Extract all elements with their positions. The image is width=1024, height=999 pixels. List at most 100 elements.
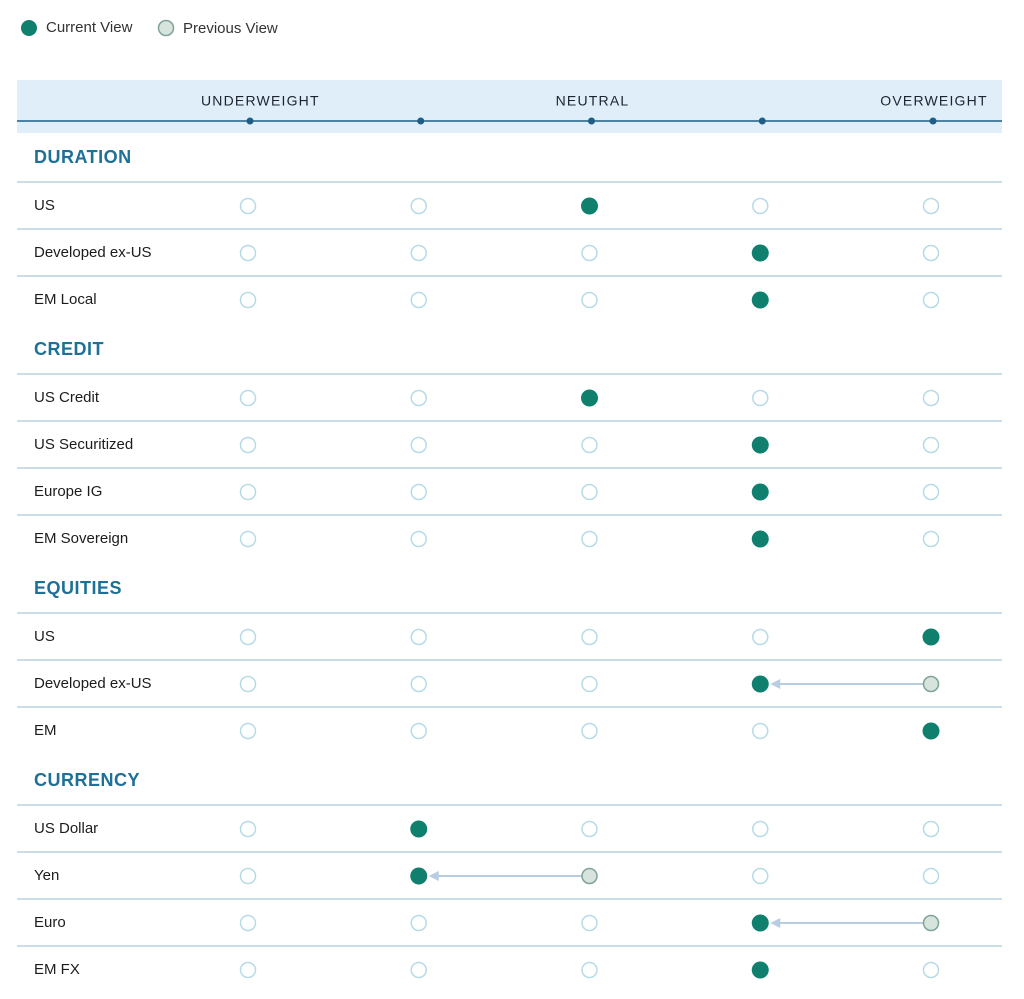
- empty-slot: [581, 244, 598, 262]
- empty-slot: [410, 197, 427, 215]
- legend-previous-dot: [157, 19, 175, 37]
- empty-slot: [239, 291, 257, 309]
- empty-slot: [581, 961, 598, 979]
- arrow-head: [770, 918, 781, 928]
- empty-slot: [922, 867, 940, 885]
- row-label: EM Local: [34, 291, 97, 308]
- scale-tick: [246, 117, 254, 125]
- header-band: [17, 80, 1002, 133]
- empty-slot: [239, 914, 257, 932]
- empty-slot: [752, 197, 769, 215]
- section-title: CURRENCY: [34, 770, 140, 790]
- row-label: Developed ex-US: [34, 244, 152, 261]
- empty-slot: [752, 820, 769, 838]
- empty-slot: [922, 197, 940, 215]
- current-view: [751, 530, 769, 548]
- current-view: [751, 961, 769, 979]
- legend-current: Current View: [46, 19, 133, 36]
- empty-slot: [410, 244, 427, 262]
- current-view: [751, 483, 769, 501]
- empty-slot: [581, 628, 598, 646]
- row-label: EM: [34, 722, 57, 739]
- empty-slot: [239, 389, 257, 407]
- empty-slot: [410, 914, 427, 932]
- current-view: [922, 628, 940, 646]
- empty-slot: [239, 483, 257, 501]
- arrow-head: [770, 679, 781, 689]
- current-view: [751, 675, 769, 693]
- empty-slot: [239, 722, 257, 740]
- empty-slot: [581, 530, 598, 548]
- scale-label: NEUTRAL: [556, 93, 630, 109]
- current-view: [581, 197, 598, 215]
- current-view: [751, 244, 769, 262]
- current-view: [751, 914, 769, 932]
- empty-slot: [239, 820, 257, 838]
- empty-slot: [239, 244, 257, 262]
- empty-slot: [239, 436, 257, 454]
- row-label: US: [34, 197, 55, 214]
- empty-slot: [922, 436, 940, 454]
- empty-slot: [752, 389, 769, 407]
- empty-slot: [410, 722, 427, 740]
- empty-slot: [410, 675, 427, 693]
- section-title: EQUITIES: [34, 578, 122, 598]
- empty-slot: [239, 675, 257, 693]
- empty-slot: [410, 483, 427, 501]
- empty-slot: [752, 628, 769, 646]
- row-label: EM Sovereign: [34, 530, 128, 547]
- empty-slot: [410, 389, 427, 407]
- empty-slot: [922, 291, 940, 309]
- row-label: Yen: [34, 867, 59, 884]
- empty-slot: [581, 675, 598, 693]
- row-label: Europe IG: [34, 483, 102, 500]
- empty-slot: [581, 436, 598, 454]
- scale-tick: [417, 117, 425, 125]
- previous-view: [922, 675, 940, 693]
- empty-slot: [922, 961, 940, 979]
- section-title: DURATION: [34, 147, 132, 167]
- current-view: [410, 867, 428, 885]
- empty-slot: [922, 483, 940, 501]
- empty-slot: [922, 530, 940, 548]
- row-label: US: [34, 628, 55, 645]
- empty-slot: [581, 483, 598, 501]
- row-label: US Securitized: [34, 436, 133, 453]
- row-label: US Credit: [34, 389, 100, 406]
- arrow-head: [428, 871, 439, 881]
- empty-slot: [239, 197, 257, 215]
- current-view: [751, 291, 769, 309]
- scale-label: OVERWEIGHT: [880, 93, 987, 109]
- empty-slot: [581, 291, 598, 309]
- empty-slot: [410, 436, 427, 454]
- empty-slot: [752, 722, 769, 740]
- previous-view: [922, 914, 940, 932]
- current-view: [751, 436, 769, 454]
- scale-label: UNDERWEIGHT: [201, 93, 320, 109]
- empty-slot: [410, 291, 427, 309]
- empty-slot: [922, 244, 940, 262]
- empty-slot: [922, 389, 940, 407]
- row-label: Developed ex-US: [34, 675, 152, 692]
- current-view: [922, 722, 940, 740]
- empty-slot: [581, 820, 598, 838]
- scale-tick: [588, 117, 595, 125]
- scale-tick: [929, 117, 937, 125]
- empty-slot: [410, 530, 427, 548]
- legend-current-dot: [21, 20, 37, 36]
- empty-slot: [752, 867, 769, 885]
- empty-slot: [239, 867, 257, 885]
- current-view: [410, 820, 428, 838]
- previous-view: [581, 867, 598, 885]
- row-label: US Dollar: [34, 820, 98, 837]
- empty-slot: [581, 914, 598, 932]
- scale-tick: [758, 117, 766, 125]
- row-label: Euro: [34, 914, 66, 931]
- empty-slot: [239, 628, 257, 646]
- empty-slot: [410, 961, 427, 979]
- empty-slot: [922, 820, 940, 838]
- legend-previous: Previous View: [183, 20, 278, 37]
- empty-slot: [239, 961, 257, 979]
